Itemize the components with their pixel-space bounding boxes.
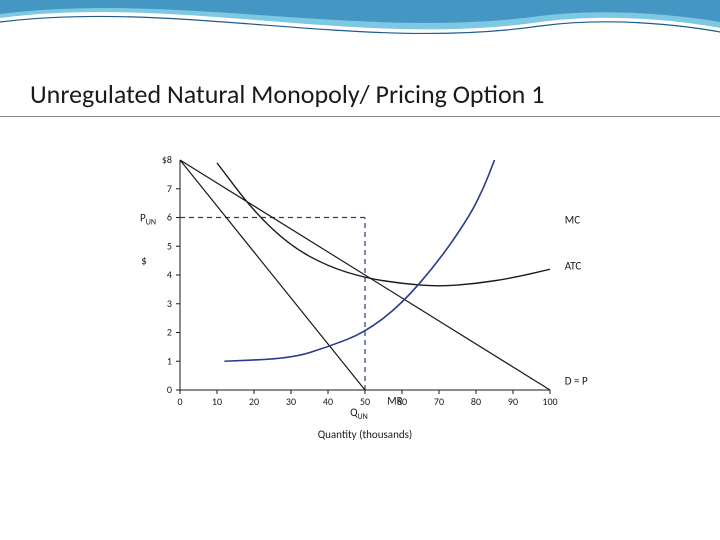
x-tick-label: 100	[542, 395, 557, 408]
y-tick-label: 0	[167, 383, 172, 396]
pun-label: PUN	[140, 212, 156, 228]
y-tick-label: 6	[167, 211, 172, 224]
x-tick-label: 10	[212, 395, 222, 408]
series-label-mc: MC	[565, 213, 580, 226]
y-tick-label: 7	[167, 182, 172, 195]
x-axis-label: Quantity (thousands)	[318, 428, 413, 441]
chart: 010203040506070809010001234567$8$Quantit…	[130, 150, 590, 450]
slide-title: Unregulated Natural Monopoly/ Pricing Op…	[30, 78, 544, 110]
x-tick-label: 20	[249, 395, 259, 408]
y-tick-label: 3	[167, 297, 172, 310]
y-tick-label: 4	[167, 268, 172, 281]
series-mr	[180, 160, 365, 390]
x-tick-label: 50	[360, 395, 370, 408]
x-tick-label: 90	[508, 395, 518, 408]
title-underline	[0, 116, 720, 117]
y-tick-label: 1	[167, 354, 172, 367]
x-tick-label: 0	[177, 395, 182, 408]
y-top-label: $8	[162, 153, 172, 166]
series-label-mr: MR	[387, 394, 402, 407]
qun-label: QUN	[350, 406, 368, 422]
x-tick-label: 80	[471, 395, 481, 408]
series-mc	[224, 160, 494, 361]
y-tick-label: 2	[167, 326, 172, 339]
wave-header	[0, 0, 720, 60]
x-tick-label: 70	[434, 395, 444, 408]
series-label-demand: D = P	[565, 374, 588, 387]
y-axis-label: $	[141, 255, 147, 268]
x-tick-label: 30	[286, 395, 296, 408]
x-tick-label: 40	[323, 395, 333, 408]
series-label-atc: ATC	[565, 259, 582, 272]
series-demand	[180, 160, 550, 390]
y-tick-label: 5	[167, 239, 172, 252]
